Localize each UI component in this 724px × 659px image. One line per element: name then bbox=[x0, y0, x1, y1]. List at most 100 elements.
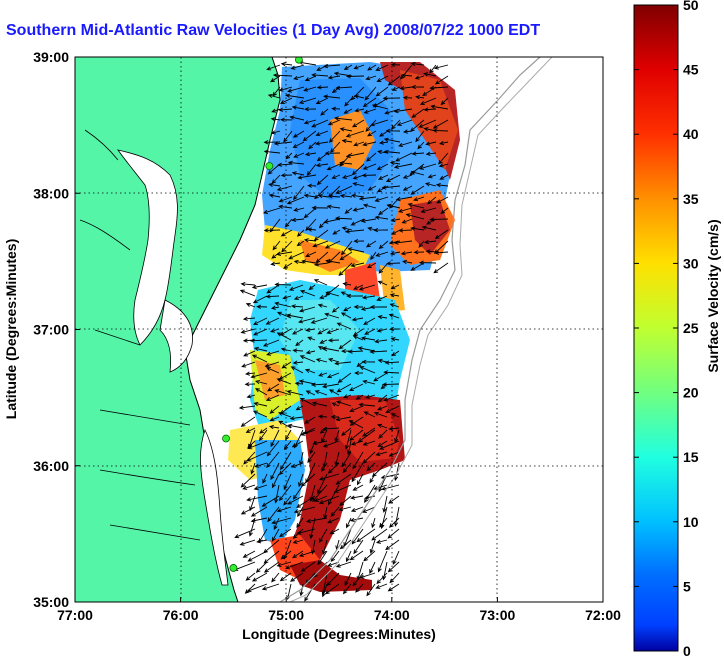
velocity-arrow bbox=[367, 130, 377, 137]
velocity-arrow bbox=[278, 204, 293, 209]
velocity-arrow bbox=[301, 259, 317, 264]
velocity-arrow bbox=[343, 306, 352, 312]
velocity-arrow bbox=[377, 315, 388, 320]
velocity-arrow bbox=[311, 205, 329, 210]
velocity-arrow bbox=[274, 301, 292, 308]
velocity-arrow bbox=[379, 517, 388, 528]
velocity-arrow bbox=[336, 322, 352, 330]
velocity-arrow bbox=[302, 130, 317, 142]
velocity-arrow bbox=[317, 193, 329, 199]
velocity-arrow bbox=[384, 360, 400, 365]
velocity-arrow bbox=[261, 495, 280, 507]
velocity-arrow bbox=[304, 107, 317, 112]
velocity-arrow bbox=[263, 339, 280, 347]
velocity-arrow bbox=[353, 539, 364, 555]
velocity-arrow bbox=[375, 86, 389, 97]
velocity-arrow bbox=[242, 550, 256, 558]
velocity-arrow bbox=[312, 240, 329, 248]
velocity-arrow bbox=[350, 495, 364, 500]
velocity-arrow bbox=[349, 383, 364, 391]
velocity-arrow bbox=[304, 75, 317, 82]
velocity-arrow bbox=[383, 137, 401, 143]
velocity-arrow bbox=[291, 105, 305, 110]
velocity-arrow bbox=[375, 451, 388, 457]
velocity-arrow bbox=[316, 85, 329, 90]
velocity-arrow bbox=[371, 528, 388, 541]
velocity-arrow bbox=[269, 328, 280, 333]
velocity-arrow bbox=[338, 262, 353, 276]
velocity-arrow bbox=[242, 316, 256, 321]
velocity-arrow bbox=[362, 451, 376, 464]
velocity-arrow bbox=[266, 284, 280, 294]
y-tick-label: 38:00 bbox=[33, 185, 69, 201]
radar-station-marker bbox=[222, 434, 230, 443]
velocity-arrow bbox=[395, 196, 413, 202]
velocity-arrow bbox=[288, 251, 305, 260]
velocity-arrow bbox=[276, 311, 292, 319]
velocity-arrow bbox=[377, 174, 389, 180]
velocity-arrow bbox=[321, 462, 328, 472]
velocity-arrow bbox=[280, 451, 292, 471]
velocity-arrow bbox=[324, 312, 340, 319]
velocity-arrow bbox=[303, 193, 317, 198]
velocity-arrow bbox=[333, 484, 352, 493]
velocity-arrow bbox=[278, 420, 292, 429]
velocity-arrow bbox=[245, 302, 256, 308]
velocity-arrow bbox=[374, 215, 389, 220]
velocity-arrow bbox=[270, 117, 281, 122]
velocity-arrow bbox=[271, 528, 280, 542]
velocity-arrow bbox=[244, 382, 256, 387]
velocity-arrow bbox=[315, 163, 329, 168]
velocity-arrow bbox=[342, 462, 352, 474]
velocity-arrow bbox=[353, 304, 364, 310]
velocity-arrow bbox=[350, 218, 365, 226]
velocity-arrow bbox=[337, 372, 352, 383]
radar-station-marker bbox=[229, 564, 238, 572]
velocity-arrow bbox=[364, 86, 377, 101]
colorbar bbox=[633, 4, 679, 652]
velocity-arrow bbox=[296, 229, 305, 237]
velocity-arrow bbox=[378, 240, 389, 250]
velocity-arrow bbox=[268, 193, 281, 198]
velocity-arrow bbox=[419, 97, 437, 105]
velocity-arrow bbox=[291, 440, 304, 448]
velocity-arrow bbox=[358, 196, 377, 201]
colorbar-label: Surface Velocity (cm/s) bbox=[705, 219, 721, 372]
velocity-arrow bbox=[253, 346, 268, 352]
velocity-arrow bbox=[265, 367, 280, 374]
velocity-arrow bbox=[328, 357, 340, 363]
velocity-arrow bbox=[245, 572, 256, 581]
velocity-arrow bbox=[352, 572, 364, 587]
velocity-arrow bbox=[366, 262, 377, 269]
velocity-arrow bbox=[304, 416, 316, 424]
velocity-arrow bbox=[403, 129, 413, 134]
velocity-arrow bbox=[361, 295, 376, 300]
velocity-arrow bbox=[375, 64, 389, 71]
y-axis-label: Latitude (Degrees:Minutes) bbox=[3, 239, 19, 419]
velocity-arrow bbox=[323, 94, 341, 99]
velocity-arrow bbox=[291, 217, 305, 223]
velocity-arrow bbox=[290, 366, 304, 374]
velocity-arrow bbox=[267, 93, 281, 99]
velocity-arrow bbox=[391, 119, 401, 130]
velocity-arrow bbox=[334, 451, 340, 467]
velocity-arrow bbox=[376, 75, 389, 82]
velocity-arrow bbox=[274, 389, 292, 396]
velocity-arrow bbox=[240, 473, 256, 488]
velocity-arrow bbox=[425, 249, 437, 254]
velocity-arrow bbox=[355, 583, 364, 593]
velocity-arrow bbox=[318, 495, 340, 505]
velocity-arrow bbox=[398, 228, 413, 233]
velocity-arrow bbox=[345, 152, 365, 159]
velocity-arrow bbox=[371, 103, 389, 110]
velocity-arrow bbox=[253, 317, 268, 325]
velocity-arrow bbox=[280, 117, 293, 122]
velocity-arrow bbox=[341, 226, 353, 231]
velocity-arrow bbox=[364, 495, 376, 500]
velocity-arrow bbox=[312, 440, 328, 446]
velocity-arrow bbox=[369, 473, 376, 484]
velocity-arrow bbox=[267, 383, 280, 392]
velocity-arrow bbox=[294, 381, 304, 386]
velocity-arrow bbox=[251, 284, 268, 290]
